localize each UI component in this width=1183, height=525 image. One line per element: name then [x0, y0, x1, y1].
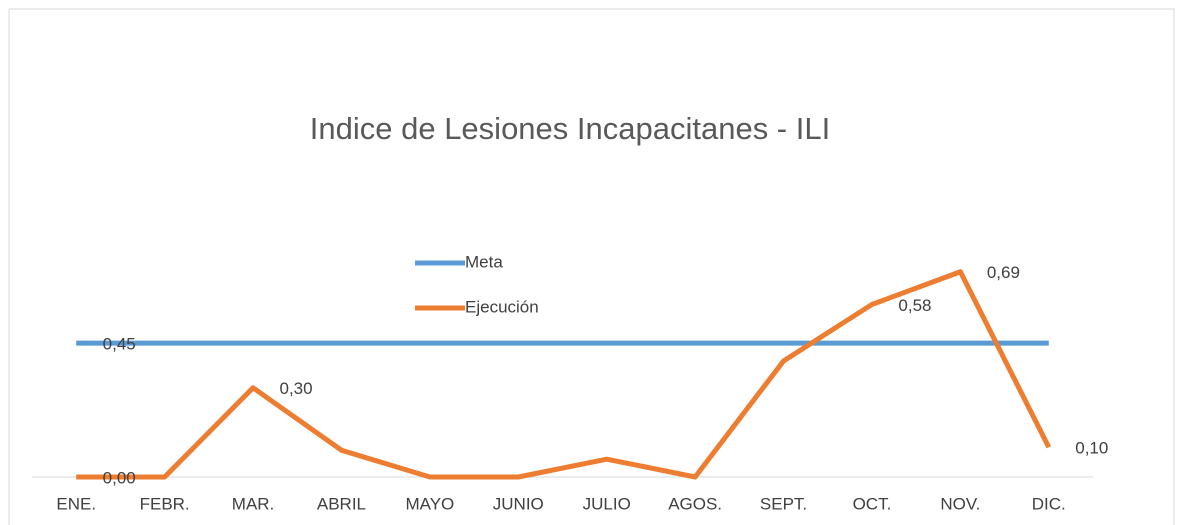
data-label: 0,58	[898, 296, 931, 315]
data-label: 0,45	[103, 335, 136, 354]
x-tick-label: DIC.	[1032, 494, 1066, 513]
data-label: 0,69	[987, 263, 1020, 282]
x-tick-label: FEBR.	[140, 494, 190, 513]
x-tick-label: ENE.	[56, 494, 96, 513]
chart-title: Indice de Lesiones Incapacitanes - ILI	[310, 111, 830, 146]
x-tick-label: AGOS.	[668, 494, 722, 513]
data-label: 0,10	[1075, 439, 1108, 458]
x-tick-label: JUNIO	[493, 494, 544, 513]
series-line	[76, 269, 1052, 480]
x-tick-label: OCT.	[853, 494, 892, 513]
x-tick-label: JULIO	[583, 494, 631, 513]
x-tick-label: MAYO	[405, 494, 454, 513]
legend-label: Ejecución	[465, 297, 539, 316]
x-tick-label: SEPT.	[760, 494, 807, 513]
x-tick-label: MAR.	[232, 494, 275, 513]
legend-label: Meta	[465, 252, 503, 271]
data-label: 0,00	[103, 468, 136, 487]
x-tick-label: NOV.	[940, 494, 980, 513]
data-label: 0,30	[279, 379, 312, 398]
x-tick-label: ABRIL	[317, 494, 366, 513]
